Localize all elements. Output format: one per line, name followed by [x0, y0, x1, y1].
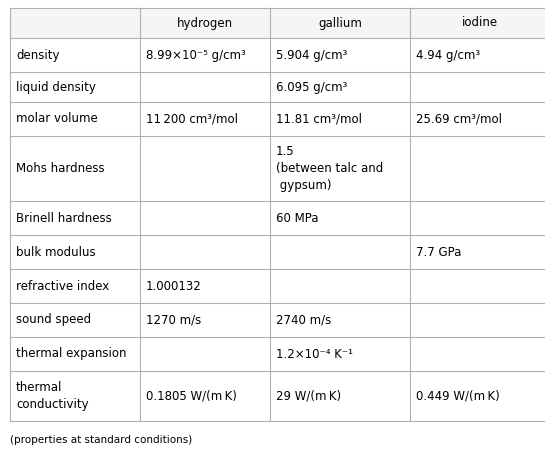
- Text: 1.000132: 1.000132: [146, 279, 202, 292]
- Text: Mohs hardness: Mohs hardness: [16, 162, 105, 175]
- Text: 7.7 GPa: 7.7 GPa: [416, 246, 462, 259]
- Text: bulk modulus: bulk modulus: [16, 246, 95, 259]
- Text: 0.1805 W/(m K): 0.1805 W/(m K): [146, 389, 237, 402]
- Text: gallium: gallium: [318, 17, 362, 30]
- Text: 0.449 W/(m K): 0.449 W/(m K): [416, 389, 500, 402]
- Text: hydrogen: hydrogen: [177, 17, 233, 30]
- Text: 1.5
(between talc and
 gypsum): 1.5 (between talc and gypsum): [276, 145, 383, 192]
- Text: density: density: [16, 48, 59, 62]
- Text: 4.94 g/cm³: 4.94 g/cm³: [416, 48, 480, 62]
- Text: thermal
conductivity: thermal conductivity: [16, 381, 89, 411]
- Text: 25.69 cm³/mol: 25.69 cm³/mol: [416, 113, 502, 126]
- Text: refractive index: refractive index: [16, 279, 109, 292]
- Text: sound speed: sound speed: [16, 313, 91, 326]
- Text: 8.99×10⁻⁵ g/cm³: 8.99×10⁻⁵ g/cm³: [146, 48, 246, 62]
- Text: 6.095 g/cm³: 6.095 g/cm³: [276, 80, 347, 93]
- Text: 1.2×10⁻⁴ K⁻¹: 1.2×10⁻⁴ K⁻¹: [276, 348, 353, 361]
- Text: liquid density: liquid density: [16, 80, 96, 93]
- Text: molar volume: molar volume: [16, 113, 98, 126]
- Text: 2740 m/s: 2740 m/s: [276, 313, 331, 326]
- Text: (properties at standard conditions): (properties at standard conditions): [10, 435, 192, 445]
- Text: 11 200 cm³/mol: 11 200 cm³/mol: [146, 113, 238, 126]
- Text: 11.81 cm³/mol: 11.81 cm³/mol: [276, 113, 362, 126]
- Text: thermal expansion: thermal expansion: [16, 348, 126, 361]
- Bar: [10, 8, 545, 38]
- Text: 29 W/(m K): 29 W/(m K): [276, 389, 341, 402]
- Text: 1270 m/s: 1270 m/s: [146, 313, 201, 326]
- Text: Brinell hardness: Brinell hardness: [16, 211, 112, 224]
- Text: 5.904 g/cm³: 5.904 g/cm³: [276, 48, 347, 62]
- Text: 60 MPa: 60 MPa: [276, 211, 318, 224]
- Text: iodine: iodine: [462, 17, 498, 30]
